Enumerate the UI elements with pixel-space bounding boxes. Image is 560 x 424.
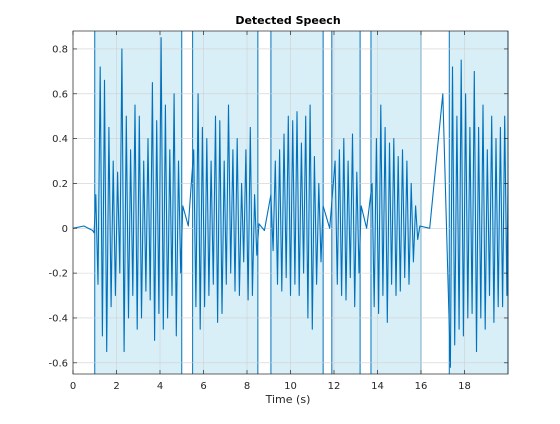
- x-tick-label: 16: [415, 381, 428, 392]
- x-tick-label: 10: [284, 381, 297, 392]
- series-line: [72, 37, 509, 368]
- x-tick-label: 0: [70, 381, 76, 392]
- speech-region: [270, 31, 324, 374]
- speech-region: [370, 31, 421, 374]
- x-tick-label: 14: [371, 381, 384, 392]
- x-tick-label: 2: [113, 381, 119, 392]
- y-tick-label: 0.2: [52, 179, 68, 190]
- y-tick-label: -0.2: [48, 269, 68, 280]
- y-tick-label: -0.6: [48, 358, 68, 369]
- grid: [72, 31, 508, 374]
- y-tick-label: -0.4: [48, 313, 68, 324]
- y-tick-label: 0.8: [52, 44, 68, 55]
- x-tick-label: 8: [244, 381, 250, 392]
- x-tick-label: 4: [157, 381, 163, 392]
- y-tick-label: 0.4: [52, 134, 68, 145]
- x-tick-label: 12: [328, 381, 341, 392]
- x-tick-label: 18: [458, 381, 471, 392]
- y-tick-label: 0.6: [52, 89, 68, 100]
- y-tick-label: 0: [62, 224, 68, 235]
- x-axis-label: Time (s): [265, 393, 311, 406]
- tick-labels: 0 2 4 6 8 10 12 14 16 18 -0.6 -0.4 -0.2 0 0.2 0.4 0.6 0.8: [48, 31, 508, 392]
- x-tick-label: 6: [200, 381, 206, 392]
- series-group: [72, 37, 509, 368]
- chart-title: Detected Speech: [235, 14, 340, 27]
- speech-region: [331, 31, 361, 374]
